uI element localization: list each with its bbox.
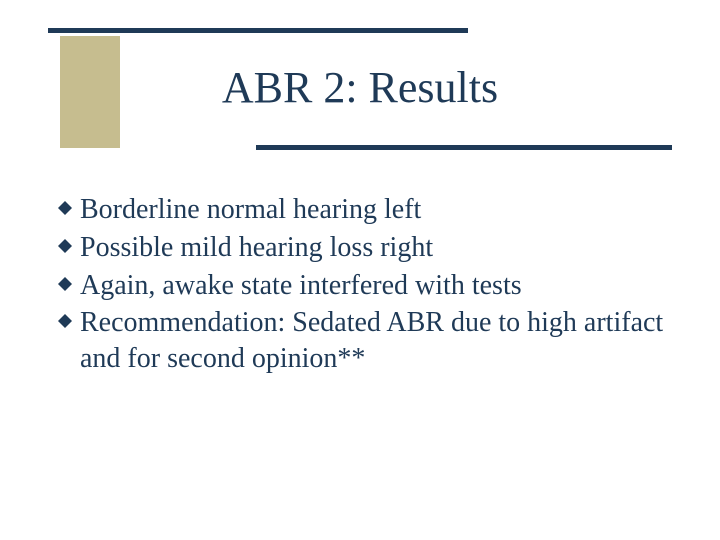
bullet-item: Recommendation: Sedated ABR due to high … [58, 305, 668, 377]
slide-title: ABR 2: Results [0, 62, 720, 113]
bullet-text: Recommendation: Sedated ABR due to high … [80, 305, 668, 377]
bullet-item: Possible mild hearing loss right [58, 230, 668, 266]
bullet-text: Again, awake state interfered with tests [80, 268, 522, 304]
top-horizontal-bar [48, 28, 468, 33]
bullet-item: Borderline normal hearing left [58, 192, 668, 228]
slide-container: { "colors": { "title_text": "#1f3a57", "… [0, 0, 720, 540]
title-underline-bar [256, 145, 672, 150]
diamond-bullet-icon [58, 277, 72, 291]
bullet-list: Borderline normal hearing left Possible … [58, 192, 668, 379]
bullet-text: Possible mild hearing loss right [80, 230, 433, 266]
diamond-bullet-icon [58, 201, 72, 215]
diamond-bullet-icon [58, 314, 72, 328]
diamond-bullet-icon [58, 239, 72, 253]
bullet-item: Again, awake state interfered with tests [58, 268, 668, 304]
bullet-text: Borderline normal hearing left [80, 192, 421, 228]
